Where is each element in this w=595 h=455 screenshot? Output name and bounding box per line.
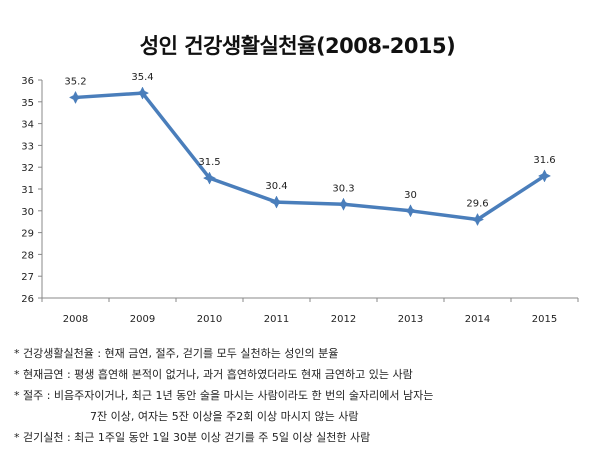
footnote-1: * 건강생활실천율 : 현재 금연, 절주, 걷기를 모두 실천하는 성인의 분… — [14, 347, 339, 360]
x-tick-label: 2011 — [264, 314, 289, 325]
y-tick-label: 29 — [21, 229, 34, 240]
data-label: 30.4 — [265, 181, 287, 192]
data-point — [68, 90, 83, 104]
data-point — [537, 169, 552, 183]
data-label: 29.6 — [466, 199, 488, 210]
y-tick-label: 28 — [21, 250, 34, 261]
data-label: 30.3 — [332, 183, 354, 194]
y-tick-label: 26 — [21, 294, 34, 305]
y-tick-label: 33 — [21, 141, 34, 152]
footnote-2: * 현재금연 : 평생 흡연해 본적이 없거나, 과거 흡연하였더라도 현재 금… — [14, 368, 413, 381]
y-tick-label: 35 — [21, 98, 34, 109]
x-tick-label: 2010 — [197, 314, 222, 325]
footnote-4: * 걷기실천 : 최근 1주일 동안 1일 30분 이상 걷기를 주 5일 이상… — [14, 431, 371, 444]
data-label: 30 — [404, 190, 417, 201]
x-tick-label: 2013 — [398, 314, 423, 325]
chart-title: 성인 건강생활실천율(2008-2015) — [139, 34, 456, 58]
x-tick-label: 2012 — [331, 314, 356, 325]
footnotes: * 건강생활실천율 : 현재 금연, 절주, 걷기를 모두 실천하는 성인의 분… — [14, 343, 589, 448]
data-label: 31.5 — [198, 157, 220, 168]
y-tick-label: 30 — [21, 207, 34, 218]
data-point — [202, 171, 217, 185]
series-line — [75, 91, 546, 222]
footnote-3: * 절주 : 비음주자이거나, 최근 1년 동안 술을 마시는 사람이라도 한 … — [14, 385, 589, 427]
data-point — [135, 86, 150, 100]
footnote-3-continued: 7잔 이상, 여자는 5잔 이상을 주2회 이상 마시지 않는 사람 — [90, 410, 359, 423]
data-point — [269, 195, 284, 209]
x-tick-label: 2014 — [465, 314, 490, 325]
data-point — [403, 204, 418, 218]
x-tick-label: 2008 — [63, 314, 88, 325]
data-point — [336, 197, 351, 211]
y-tick-label: 32 — [21, 163, 34, 174]
data-label: 31.6 — [533, 155, 555, 166]
y-tick-label: 34 — [21, 120, 34, 131]
x-tick-label: 2009 — [130, 314, 155, 325]
data-point — [470, 212, 485, 227]
data-label: 35.2 — [64, 76, 86, 87]
y-tick-label: 36 — [21, 76, 34, 87]
y-tick-label: 31 — [21, 185, 34, 196]
line-chart: 26 27 28 29 30 31 32 33 34 35 36 2008 2009 2010 2011 2… — [21, 72, 579, 325]
data-label: 35.4 — [131, 72, 153, 83]
y-tick-label: 27 — [21, 272, 34, 283]
x-tick-label: 2015 — [532, 314, 557, 325]
